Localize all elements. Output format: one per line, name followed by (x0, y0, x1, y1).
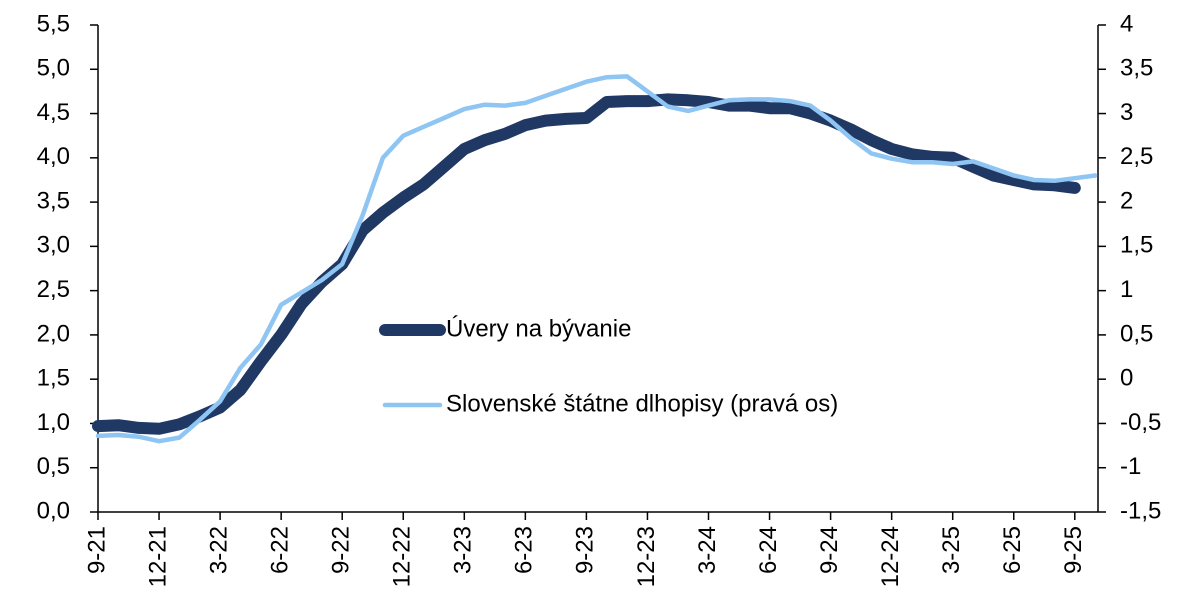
x-tick-label: 6-24 (755, 526, 782, 574)
x-tick-label: 9-24 (816, 526, 843, 574)
x-tick-label: 12-21 (144, 526, 171, 587)
x-tick-label: 3-24 (694, 526, 721, 574)
y-tick-label: 0,0 (37, 497, 70, 524)
series-line (92, 93, 1081, 435)
y-tick-label: 0,5 (37, 453, 70, 480)
y2-tick-label: -1 (1120, 453, 1141, 480)
y2-tick-label: 0,5 (1120, 320, 1153, 347)
y-tick-label: 4,0 (37, 143, 70, 170)
y2-tick-label: 0 (1120, 365, 1133, 392)
series-line (95, 74, 1098, 444)
y-tick-label: 1,5 (37, 365, 70, 392)
y-tick-label: 2,5 (37, 276, 70, 303)
y2-tick-label: 1 (1120, 276, 1133, 303)
x-tick-label: 6-22 (266, 526, 293, 574)
x-tick-label: 9-22 (328, 526, 355, 574)
x-tick-label: 3-22 (205, 526, 232, 574)
x-tick-label: 9-21 (83, 526, 110, 574)
y-tick-label: 2,0 (37, 320, 70, 347)
y2-tick-label: 4 (1120, 10, 1133, 37)
y2-tick-label: -1,5 (1120, 497, 1161, 524)
y2-tick-label: 1,5 (1120, 232, 1153, 259)
y2-tick-label: -0,5 (1120, 409, 1161, 436)
x-tick-label: 9-23 (572, 526, 599, 574)
x-tick-label: 6-23 (511, 526, 538, 574)
x-tick-label: 12-24 (877, 526, 904, 587)
x-tick-label: 6-25 (999, 526, 1026, 574)
y-tick-label: 3,5 (37, 187, 70, 214)
x-tick-label: 12-22 (389, 526, 416, 587)
legend-label: Úvery na bývanie (446, 315, 631, 342)
y-tick-label: 5,0 (37, 55, 70, 82)
x-tick-label: 9-25 (1060, 526, 1087, 574)
y-tick-label: 1,0 (37, 409, 70, 436)
x-tick-label: 12-23 (633, 526, 660, 587)
y2-tick-label: 3,5 (1120, 55, 1153, 82)
y-tick-label: 4,5 (37, 99, 70, 126)
x-tick-label: 3-25 (938, 526, 965, 574)
x-tick-label: 3-23 (450, 526, 477, 574)
y-tick-label: 3,0 (37, 232, 70, 259)
y2-tick-label: 2 (1120, 187, 1133, 214)
y2-tick-label: 3 (1120, 99, 1133, 126)
legend-label: Slovenské štátne dlhopisy (pravá os) (446, 390, 838, 417)
y2-tick-label: 2,5 (1120, 143, 1153, 170)
y-tick-label: 5,5 (37, 10, 70, 37)
